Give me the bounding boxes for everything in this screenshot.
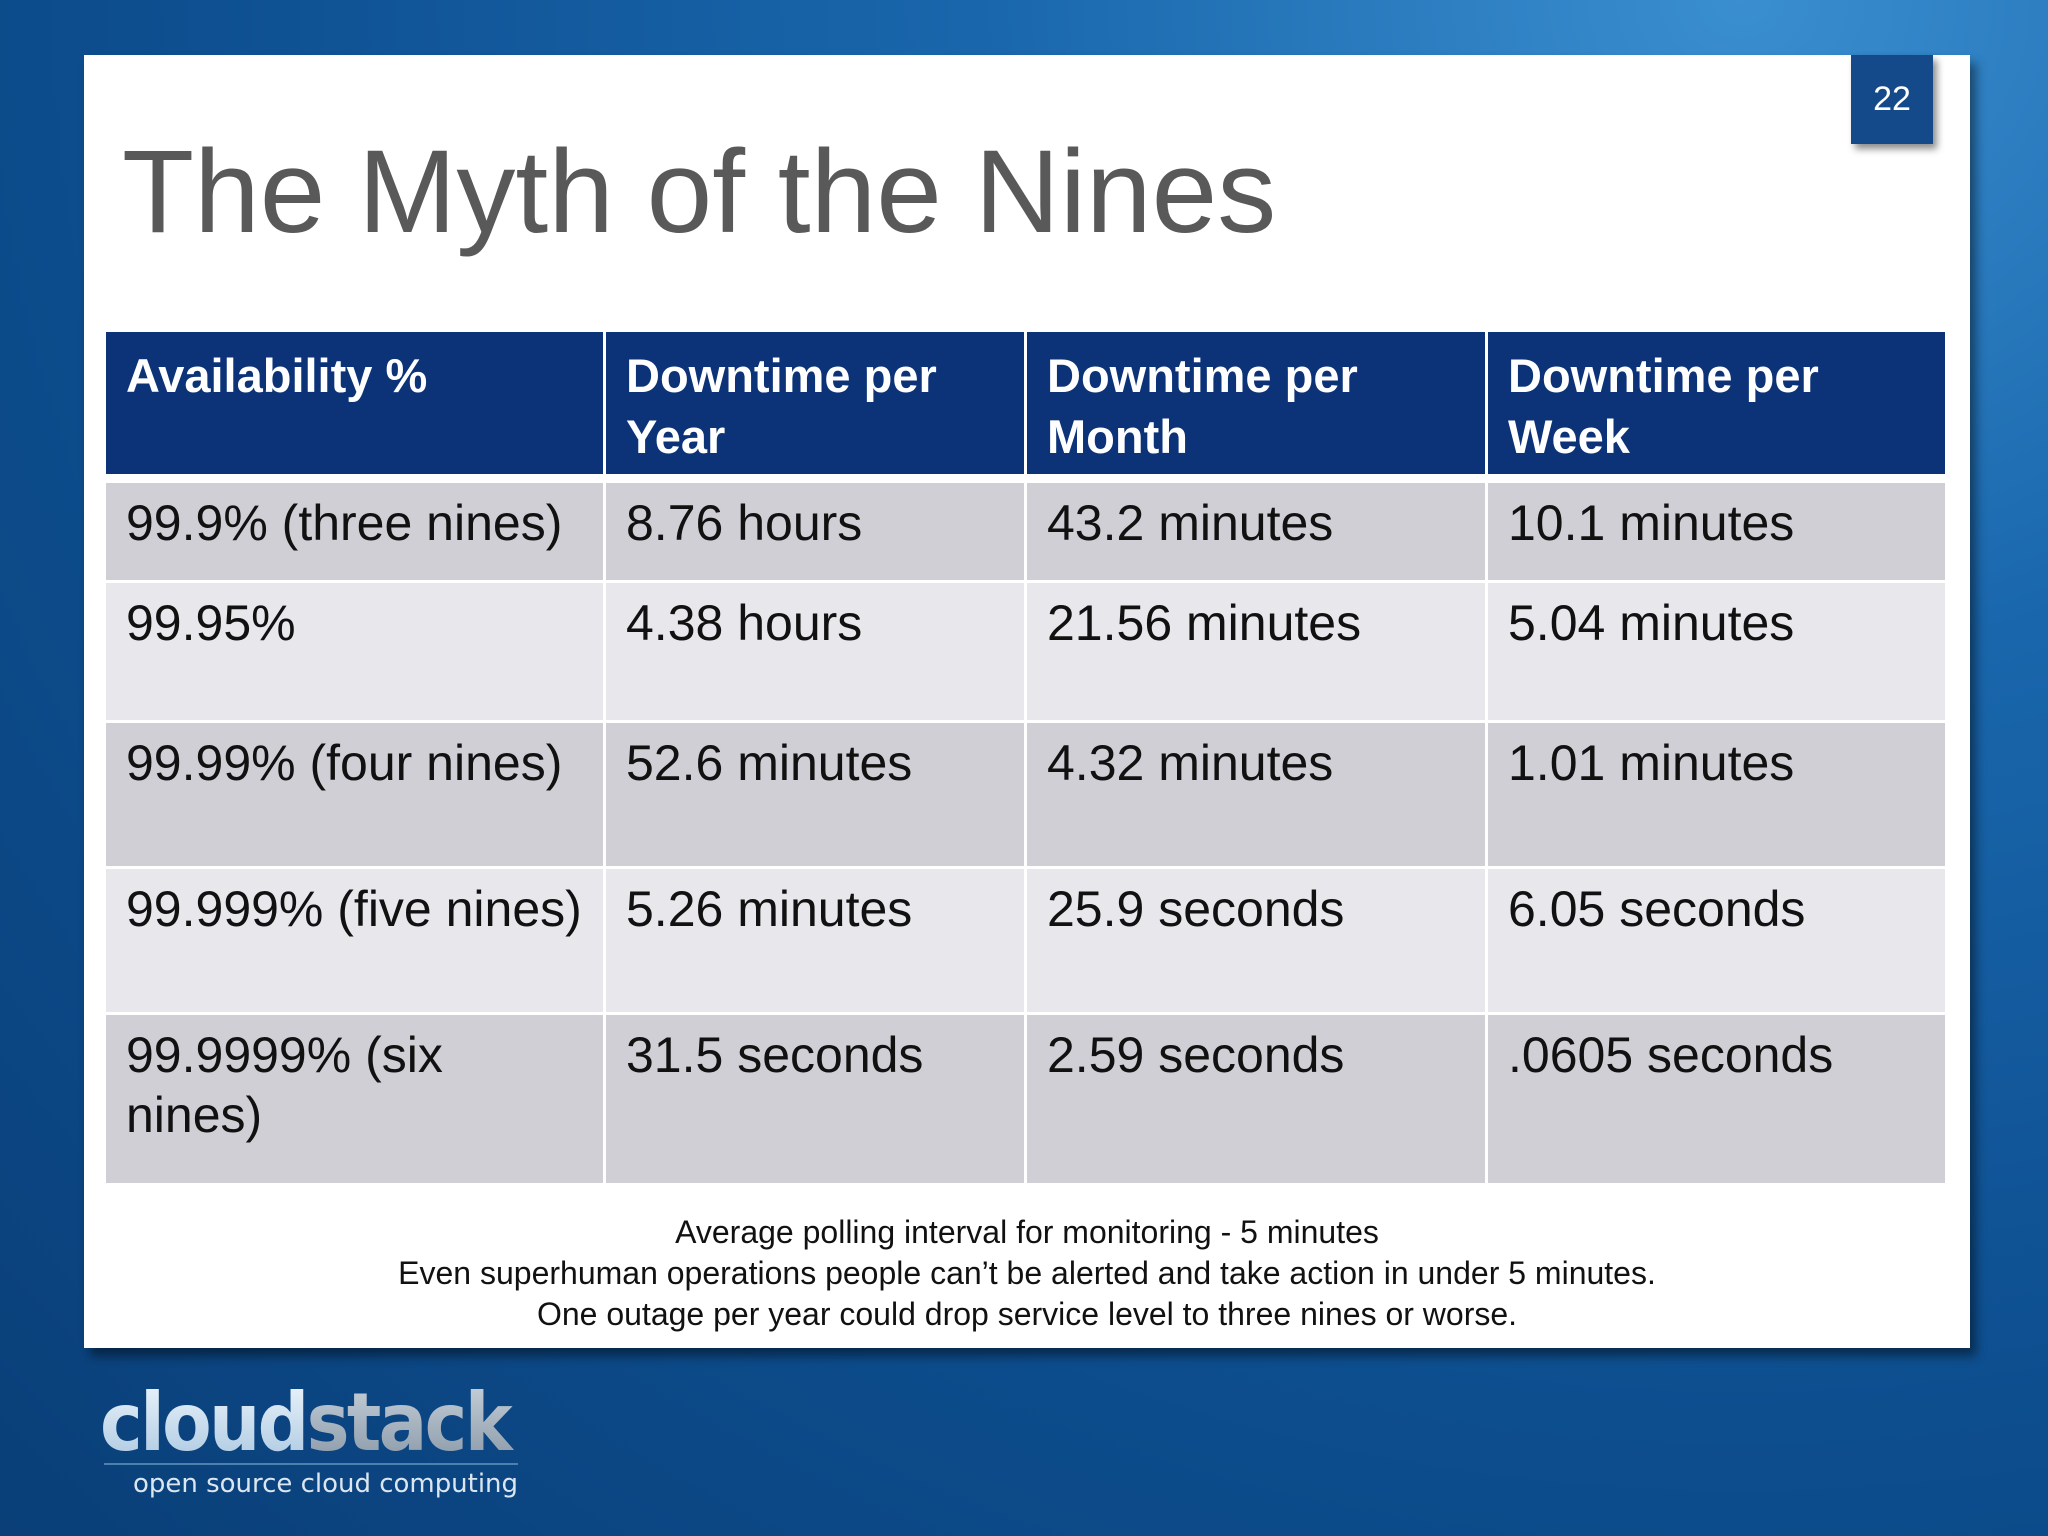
header-availability: Availability % [103, 332, 606, 483]
cell-downtime-month: 2.59 seconds [1024, 1012, 1488, 1186]
cell-downtime-year: 8.76 hours [603, 477, 1027, 583]
cell-downtime-year: 4.38 hours [603, 580, 1027, 723]
cell-availability: 99.99% (four nines) [103, 720, 606, 869]
table-row: 99.9% (three nines) 8.76 hours 43.2 minu… [103, 477, 1948, 583]
cell-availability: 99.9999% (six nines) [103, 1012, 606, 1186]
table-header-row: Availability % Downtime per Year Downtim… [103, 332, 1948, 483]
page-number-badge: 22 [1851, 55, 1933, 144]
cell-downtime-year: 31.5 seconds [603, 1012, 1027, 1186]
table-row: 99.9999% (six nines) 31.5 seconds 2.59 s… [103, 1012, 1948, 1186]
table-row: 99.99% (four nines) 52.6 minutes 4.32 mi… [103, 720, 1948, 869]
cell-downtime-week: 5.04 minutes [1485, 580, 1948, 723]
slide-notes: Average polling interval for monitoring … [84, 1212, 1970, 1335]
cell-downtime-week: 1.01 minutes [1485, 720, 1948, 869]
logo-word-cloud: cloud [100, 1376, 307, 1469]
cell-availability: 99.999% (five nines) [103, 866, 606, 1015]
table-row: 99.95% 4.38 hours 21.56 minutes 5.04 min… [103, 580, 1948, 723]
cell-downtime-week: 6.05 seconds [1485, 866, 1948, 1015]
cell-downtime-month: 43.2 minutes [1024, 477, 1488, 583]
availability-table: Availability % Downtime per Year Downtim… [103, 332, 1948, 1186]
header-downtime-year: Downtime per Year [603, 332, 1027, 483]
header-downtime-week: Downtime per Week [1485, 332, 1948, 483]
svg-text:cloudstack: cloudstack [100, 1376, 514, 1469]
header-downtime-month: Downtime per Month [1024, 332, 1488, 483]
note-line: One outage per year could drop service l… [536, 1296, 1518, 1332]
table-row: 99.999% (five nines) 5.26 minutes 25.9 s… [103, 866, 1948, 1015]
cell-downtime-month: 25.9 seconds [1024, 866, 1488, 1015]
note-line: Even superhuman operations people can’t … [398, 1255, 1656, 1291]
cell-downtime-week: .0605 seconds [1485, 1012, 1948, 1186]
cell-availability: 99.9% (three nines) [103, 477, 606, 583]
slide-title: The Myth of the Nines [122, 126, 1277, 258]
cell-downtime-month: 21.56 minutes [1024, 580, 1488, 723]
logo-word-stack: stack [307, 1376, 515, 1469]
cell-downtime-month: 4.32 minutes [1024, 720, 1488, 869]
cloudstack-logo: cloudstack open source cloud computing [100, 1376, 518, 1499]
logo-tagline: open source cloud computing [133, 1469, 518, 1499]
cell-downtime-week: 10.1 minutes [1485, 477, 1948, 583]
cell-downtime-year: 5.26 minutes [603, 866, 1027, 1015]
cell-downtime-year: 52.6 minutes [603, 720, 1027, 869]
note-line: Average polling interval for monitoring … [675, 1214, 1379, 1250]
cell-availability: 99.95% [103, 580, 606, 723]
